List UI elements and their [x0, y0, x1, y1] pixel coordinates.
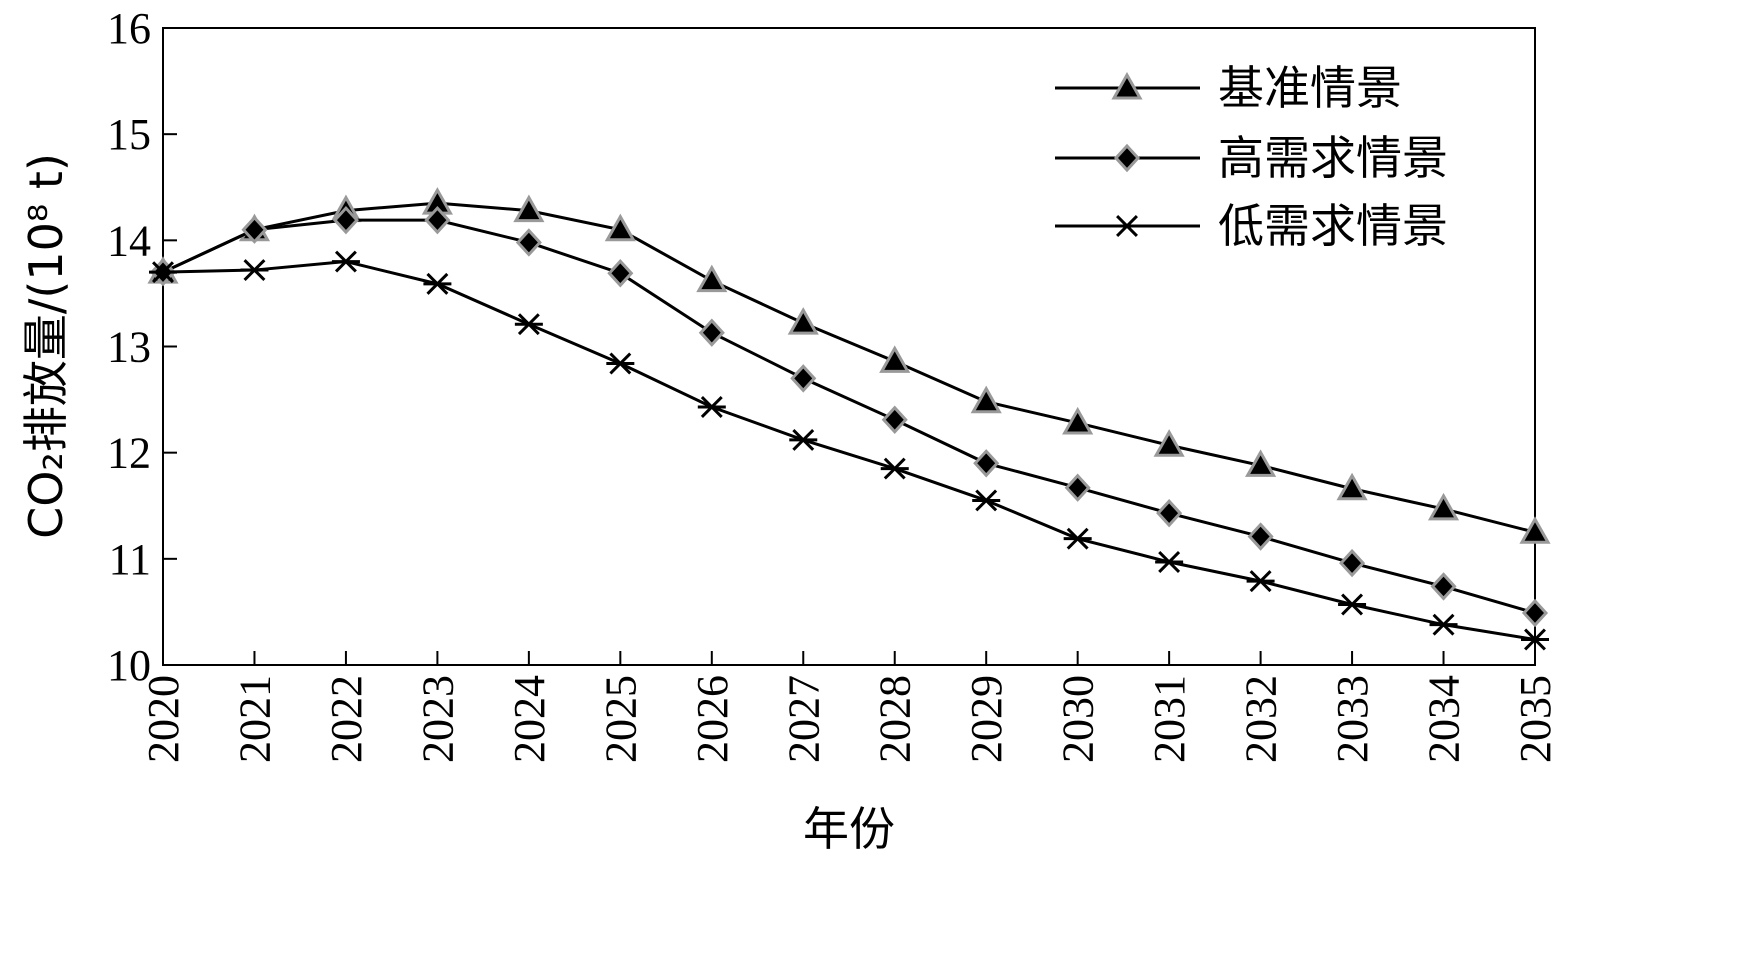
- diamond-marker: [241, 215, 268, 244]
- series-line: [162, 218, 1536, 615]
- diamond-marker: [1521, 598, 1549, 628]
- x-tick-label: 2035: [1511, 675, 1560, 763]
- diamond-marker: [973, 449, 1000, 478]
- x-tick-label: 2032: [1237, 675, 1286, 763]
- asterisk-marker: [1155, 551, 1184, 573]
- diamond-marker: [698, 318, 725, 347]
- asterisk-marker: [606, 352, 635, 375]
- legend-label: 低需求情景: [1218, 199, 1448, 253]
- series-asterisk: [149, 250, 1549, 651]
- x-tick-label: 2031: [1145, 675, 1194, 763]
- triangle-marker: [696, 264, 728, 293]
- asterisk-marker: [697, 396, 726, 418]
- x-axis-title: 年份: [803, 802, 895, 856]
- diamond-marker: [424, 205, 451, 235]
- triangle-marker: [1519, 516, 1551, 544]
- y-tick-label: 10: [107, 641, 151, 690]
- y-tick-label: 15: [107, 110, 151, 159]
- asterisk-marker: [423, 272, 452, 295]
- legend-item: 低需求情景: [1055, 199, 1448, 253]
- asterisk-marker: [149, 261, 177, 284]
- y-tick-label: 16: [107, 4, 151, 53]
- asterisk-marker: [880, 457, 909, 480]
- x-tick-label: 2023: [413, 675, 462, 763]
- diamond-marker: [607, 259, 634, 288]
- triangle-marker: [1336, 472, 1368, 501]
- asterisk-marker: [1521, 628, 1549, 651]
- asterisk-marker: [240, 259, 269, 282]
- x-tick-label: 2034: [1420, 675, 1469, 763]
- series-diamond: [149, 205, 1549, 628]
- triangle-marker: [513, 194, 545, 223]
- diamond-marker: [1156, 498, 1183, 528]
- triangle-marker: [1062, 406, 1094, 435]
- legend-label: 高需求情景: [1218, 131, 1448, 185]
- series-line: [162, 201, 1536, 534]
- triangle-marker: [970, 385, 1002, 414]
- y-tick-label: 14: [107, 216, 151, 265]
- asterisk-marker: [972, 489, 1001, 512]
- y-axis-title: CO₂排放量/(10⁸ t): [19, 153, 73, 539]
- legend-item: 基准情景: [1055, 61, 1402, 115]
- triangle-marker: [1245, 449, 1277, 477]
- asterisk-marker: [1113, 215, 1141, 237]
- y-tick-label: 11: [109, 535, 151, 584]
- x-tick-label: 2029: [962, 675, 1011, 763]
- asterisk-marker: [1429, 613, 1458, 636]
- plot-frame: [162, 27, 1536, 666]
- x-axis-ticks: 2020 2021 2022 2023 2024 2025 2026 2027 2028 2029…: [139, 651, 1560, 763]
- legend-item: 高需求情景: [1055, 131, 1448, 185]
- diamond-marker: [332, 205, 359, 235]
- triangle-marker: [787, 307, 819, 335]
- x-tick-label: 2027: [779, 675, 828, 763]
- diamond-marker: [881, 405, 908, 434]
- diamond-marker: [1064, 473, 1091, 502]
- triangle-marker: [1153, 429, 1185, 457]
- x-tick-label: 2020: [139, 675, 188, 763]
- x-tick-label: 2026: [688, 675, 737, 763]
- diamond-marker: [1339, 548, 1366, 578]
- triangle-marker: [879, 345, 911, 373]
- diamond-marker: [515, 228, 542, 257]
- x-tick-label: 2033: [1328, 675, 1377, 763]
- y-tick-label: 12: [107, 429, 151, 478]
- triangle-marker: [604, 213, 636, 242]
- y-axis-ticks: 10 11 12 13 14 15 16: [107, 4, 177, 690]
- triangle-marker: [1427, 492, 1460, 521]
- asterisk-marker: [514, 313, 543, 336]
- asterisk-marker: [789, 428, 818, 451]
- x-tick-label: 2025: [596, 675, 645, 763]
- legend-label: 基准情景: [1218, 61, 1402, 115]
- y-tick-label: 13: [107, 323, 151, 372]
- series-line: [162, 260, 1536, 642]
- triangle-marker: [1111, 71, 1143, 100]
- x-tick-label: 2030: [1054, 675, 1103, 763]
- x-tick-label: 2028: [871, 675, 920, 763]
- series-layer: [147, 187, 1551, 651]
- diamond-marker: [1113, 143, 1141, 173]
- x-tick-label: 2022: [322, 675, 371, 763]
- x-tick-label: 2024: [505, 675, 554, 763]
- diamond-marker: [1247, 522, 1274, 551]
- asterisk-marker: [331, 250, 360, 273]
- asterisk-marker: [1338, 593, 1367, 616]
- asterisk-marker: [1063, 527, 1092, 550]
- diamond-marker: [790, 364, 817, 393]
- asterisk-marker: [1246, 570, 1275, 593]
- x-tick-label: 2021: [230, 675, 279, 763]
- diamond-marker: [1430, 572, 1457, 601]
